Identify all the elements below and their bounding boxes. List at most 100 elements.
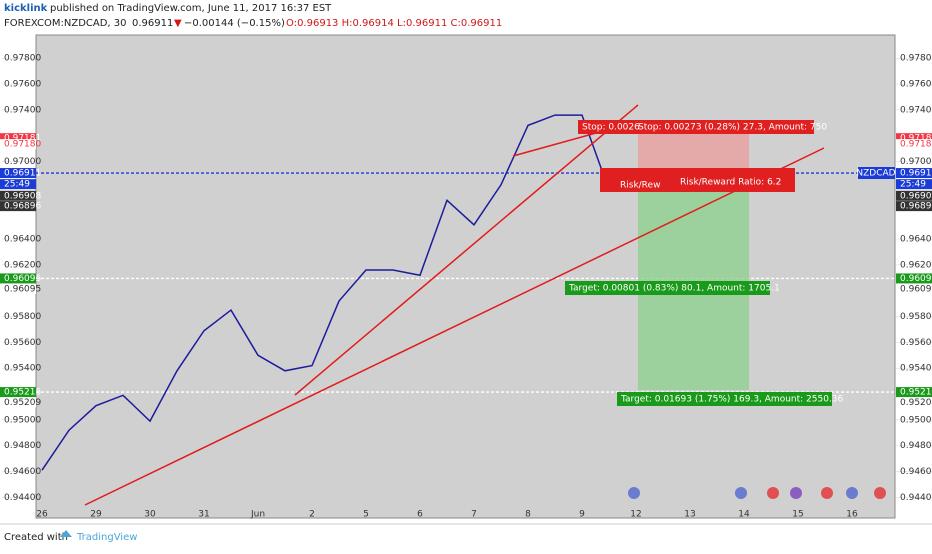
y-tick-label: 0.94400 <box>4 493 41 503</box>
x-tick-label: Jun <box>250 510 265 520</box>
y-tick-label: 0.96400 <box>4 235 41 245</box>
symbol: FOREXCOM:NZDCAD, 30 <box>4 18 127 29</box>
x-tick-label: 14 <box>738 510 750 520</box>
y-tick-label: 0.96400 <box>900 235 932 245</box>
price-tag-bg <box>0 397 36 408</box>
price-tag-bg <box>0 168 36 179</box>
x-tick-label: 5 <box>363 510 369 520</box>
price-tag: 0.96896 <box>4 202 41 212</box>
y-tick-label: 0.95800 <box>900 312 932 322</box>
y-tick-label: 0.97400 <box>900 105 932 115</box>
x-tick-label: 13 <box>684 510 695 520</box>
x-tick-label: 2 <box>309 510 315 520</box>
stop-label: Stop: 0.00273 (0.28%) 27.3, Amount: 750 <box>638 123 827 133</box>
price-tag-bg <box>0 283 36 294</box>
price-tag-bg <box>896 201 932 212</box>
y-tick-label: 0.95800 <box>4 312 41 322</box>
price-tag: 0.96095 <box>4 274 41 284</box>
y-tick-label: 0.95000 <box>4 415 41 425</box>
price-tag: 0.96095 <box>900 284 932 294</box>
y-tick-label: 0.95400 <box>4 364 41 374</box>
logo <box>60 530 72 537</box>
x-tick-label: 15 <box>792 510 803 520</box>
plot-area <box>35 34 896 519</box>
y-tick-label: 0.97800 <box>900 54 932 64</box>
event-icon[interactable] <box>628 487 640 499</box>
target-label: Target: 0.01693 (1.75%) 169.3, Amount: 2… <box>620 395 844 405</box>
stop-label: Stop: 0.0026 <box>582 123 640 133</box>
y-tick-label: 0.97800 <box>4 54 41 64</box>
symbol-tag: NZDCAD <box>856 169 895 179</box>
x-tick-label: 12 <box>630 510 641 520</box>
change: −0.00144 (−0.15%) <box>184 18 285 29</box>
price-tag: 0.96908 <box>900 191 932 201</box>
target-label-bg <box>617 392 832 406</box>
price-tag: 0.97181 <box>900 134 932 144</box>
footer-brand[interactable]: TradingView <box>76 532 137 543</box>
price-line-series <box>41 114 637 471</box>
price-tag: 0.96095 <box>900 274 932 284</box>
x-tick-label: 26 <box>36 510 48 520</box>
symbol-tag-bg <box>858 167 895 179</box>
price-tag-bg <box>0 139 36 150</box>
last-price: 0.96911 <box>132 18 173 29</box>
price-tag: 0.95209 <box>4 398 41 408</box>
price-tag-bg <box>896 397 932 408</box>
price-tag-bg <box>0 387 36 398</box>
rr-label: Risk/Rew <box>620 181 660 191</box>
x-tick-label: 29 <box>90 510 102 520</box>
y-tick-label: 0.94600 <box>900 467 932 477</box>
y-tick-label: 0.96200 <box>4 260 41 270</box>
event-icon[interactable] <box>735 487 747 499</box>
price-tag-bg <box>896 139 932 150</box>
x-tick-label: 8 <box>525 510 531 520</box>
price-tag-bg <box>0 179 36 190</box>
event-icon[interactable] <box>790 487 802 499</box>
event-icons <box>628 487 886 499</box>
y-tick-label: 0.94400 <box>900 493 932 503</box>
event-icon[interactable] <box>874 487 886 499</box>
y-tick-label: 0.97400 <box>4 105 41 115</box>
price-tag-bg <box>0 201 36 212</box>
rr-label-bg <box>600 168 795 192</box>
price-tag: 25:49 <box>4 180 30 190</box>
price-tag: 0.96911 <box>900 169 932 179</box>
event-icon[interactable] <box>846 487 858 499</box>
y-tick-label: 0.97000 <box>4 157 41 167</box>
rr-label: Risk/Reward Ratio: 6.2 <box>680 178 781 188</box>
x-tick-label: 31 <box>198 510 209 520</box>
ohlc: O:0.96913 H:0.96914 L:0.96911 C:0.96911 <box>286 18 502 29</box>
price-tag: 0.95209 <box>900 398 932 408</box>
y-tick-label: 0.95000 <box>900 415 932 425</box>
target-label: Target: 0.00801 (0.83%) 80.1, Amount: 17… <box>568 284 780 294</box>
price-tag-bg <box>896 179 932 190</box>
y-tick-label: 0.95400 <box>900 364 932 374</box>
price-tag: 0.97180 <box>900 140 932 150</box>
price-tag: 0.97180 <box>4 140 41 150</box>
price-tag-bg <box>896 133 932 144</box>
x-tick-label: 6 <box>417 510 423 520</box>
x-tick-label: 7 <box>471 510 477 520</box>
price-tag-bg <box>0 133 36 144</box>
event-icon[interactable] <box>821 487 833 499</box>
price-tag-bg <box>896 283 932 294</box>
price-tag: 0.96908 <box>4 191 41 201</box>
x-tick-label: 9 <box>579 510 585 520</box>
trend-line <box>84 147 825 506</box>
published: published on TradingView.com, June 11, 2… <box>50 3 332 14</box>
target-label-bg <box>565 281 770 295</box>
y-tick-label: 0.94600 <box>4 467 41 477</box>
arrow: ▼ <box>174 18 182 29</box>
price-tag-bg <box>896 387 932 398</box>
y-tick-label: 0.94800 <box>4 441 41 451</box>
x-tick-label: 16 <box>846 510 858 520</box>
event-icon[interactable] <box>767 487 779 499</box>
author[interactable]: kicklink <box>4 3 48 14</box>
price-tag-bg <box>896 273 932 284</box>
price-tag: 0.96911 <box>4 169 41 179</box>
stop-label-bg <box>578 120 814 134</box>
y-tick-label: 0.95600 <box>900 338 932 348</box>
trend-line <box>294 104 639 396</box>
y-tick-label: 0.97000 <box>900 157 932 167</box>
